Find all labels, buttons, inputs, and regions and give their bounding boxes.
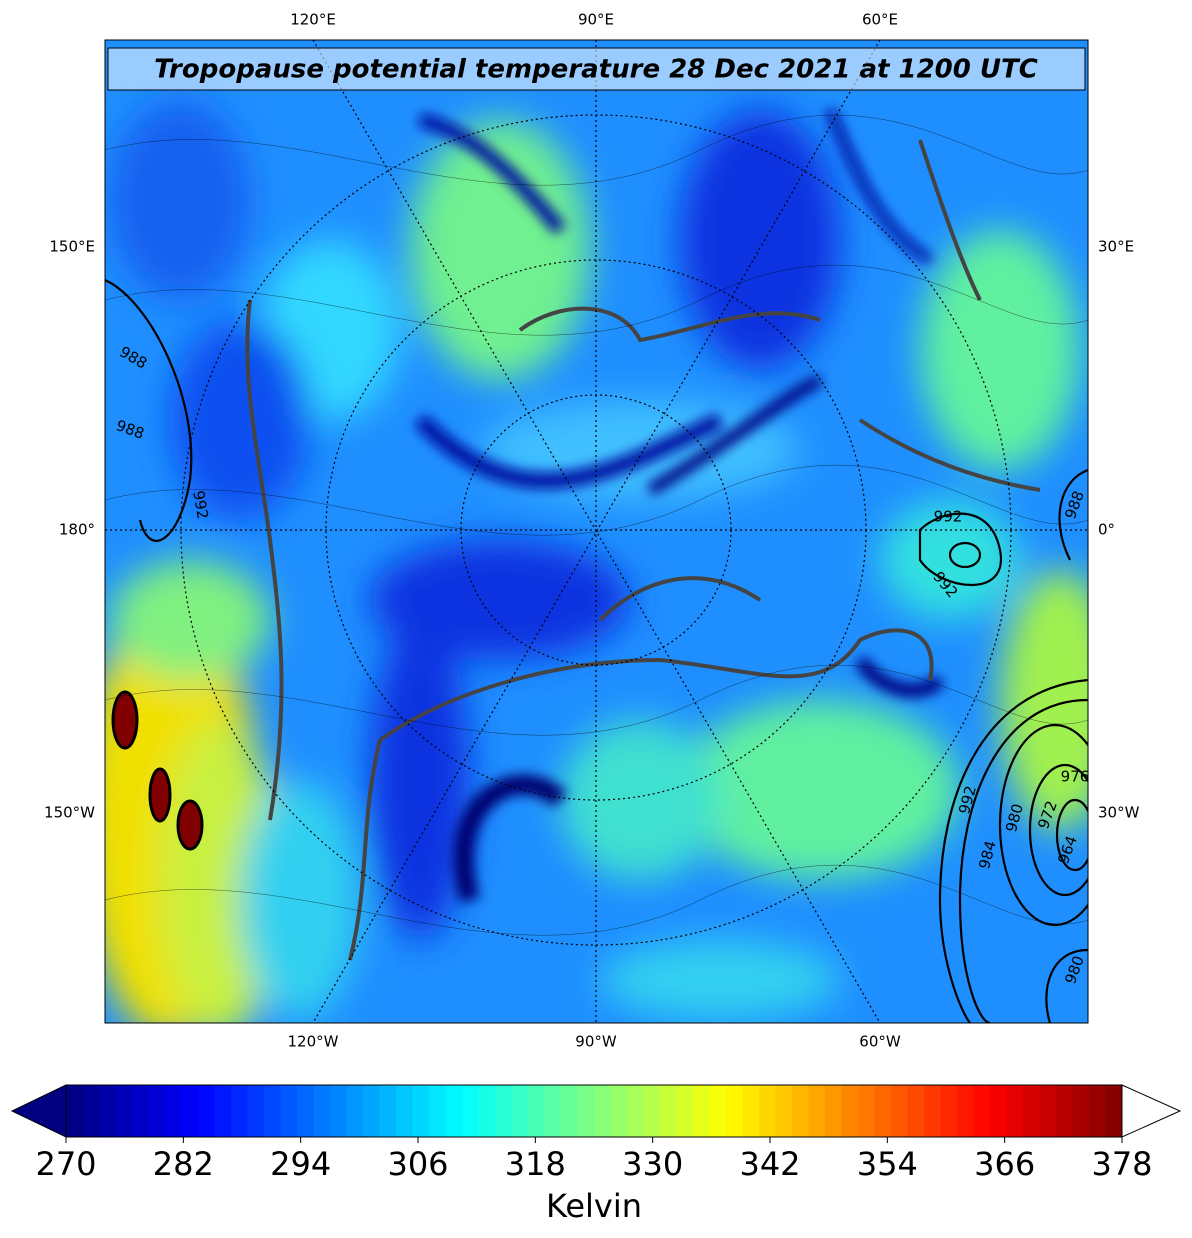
colorbar-band [561,1085,579,1137]
colorbar-band [693,1085,711,1137]
colorbar-band [825,1085,843,1137]
colorbar-band [676,1085,694,1137]
contour-label: 992 [934,508,963,526]
colorbar-band [874,1085,892,1137]
colorbar-tick-label: 366 [974,1145,1035,1183]
colorbar-tick-label: 354 [857,1145,918,1183]
colorbar-band [858,1085,876,1137]
colorbar-band [1056,1085,1074,1137]
colorbar-band [478,1085,496,1137]
colorbar-band [594,1085,612,1137]
colorbar-band [709,1085,727,1137]
colorbar-band [82,1085,100,1137]
colorbar-band [544,1085,562,1137]
colorbar-band [577,1085,595,1137]
colorbar-band [198,1085,216,1137]
colorbar-band [231,1085,249,1137]
colorbar-band [264,1085,282,1137]
map [105,40,1088,1023]
lon-label: 150°E [49,238,95,256]
title-box [107,47,1086,91]
colorbar-band [891,1085,909,1137]
colorbar-band [165,1085,183,1137]
colorbar-extend [1121,1084,1182,1138]
colorbar-band [990,1085,1008,1137]
lon-label: 120°W [288,1033,339,1051]
lon-label: 90°E [578,11,614,29]
colorbar-band [181,1085,199,1137]
colorbar-tick-label: 270 [35,1145,96,1183]
colorbar-band [462,1085,480,1137]
colorbar-band [1105,1085,1123,1137]
colorbar-band [115,1085,133,1137]
colorbar-band [1039,1085,1057,1137]
contour-label: 992 [189,489,212,520]
lon-label: 30°W [1098,804,1140,822]
colorbar-band [907,1085,925,1137]
colorbar-band [511,1085,529,1137]
colorbar-band [660,1085,678,1137]
colorbar-band [1072,1085,1090,1137]
colorbar-band [1023,1085,1041,1137]
colorbar-band [973,1085,991,1137]
colorbar-band [610,1085,628,1137]
lon-label: 60°E [862,11,898,29]
lon-label: 150°W [44,804,95,822]
colorbar-band [1006,1085,1024,1137]
colorbar-band [346,1085,364,1137]
title: Tropopause potential temperature 28 Dec … [154,55,1038,85]
contour-label: 976 [1061,768,1090,786]
colorbar-band [940,1085,958,1137]
colorbar-band [495,1085,513,1137]
colorbar-band [148,1085,166,1137]
colorbar-band [412,1085,430,1137]
colorbar-frame [65,1084,1123,1138]
colorbar-band [792,1085,810,1137]
colorbar-band [363,1085,381,1137]
colorbar-band [924,1085,942,1137]
colorbar-band [742,1085,760,1137]
colorbar-tick-label: 378 [1091,1145,1152,1183]
colorbar-band [280,1085,298,1137]
colorbar-band [775,1085,793,1137]
colorbar-band [132,1085,150,1137]
lon-label: 0° [1098,521,1115,539]
colorbar-tick-label: 318 [505,1145,566,1183]
colorbar-band [643,1085,661,1137]
colorbar-band [957,1085,975,1137]
lon-label: 60°W [859,1033,901,1051]
colorbar-tick-label: 342 [739,1145,800,1183]
colorbar-band [313,1085,331,1137]
colorbar-label: Kelvin [546,1187,642,1225]
colorbar-band [379,1085,397,1137]
colorbar-band [247,1085,265,1137]
colorbar-band [726,1085,744,1137]
colorbar-band [528,1085,546,1137]
colorbar-tick-label: 294 [270,1145,331,1183]
lon-label: 30°E [1098,238,1134,256]
colorbar-band [1089,1085,1107,1137]
colorbar-band [214,1085,232,1137]
colorbar-band [330,1085,348,1137]
lon-label: 90°W [575,1033,617,1051]
lon-label: 180° [59,521,95,539]
colorbar-band [841,1085,859,1137]
colorbar-band [627,1085,645,1137]
colorbar-tick-label: 282 [153,1145,214,1183]
colorbar-band [99,1085,117,1137]
colorbar-band [808,1085,826,1137]
map-frame [104,39,1089,1024]
colorbar-band [297,1085,315,1137]
colorbar-tick-label: 330 [622,1145,683,1183]
colorbar-band [429,1085,447,1137]
lon-label: 120°E [290,11,336,29]
colorbar-extend [10,1084,67,1138]
colorbar-band [66,1085,84,1137]
colorbar-tick-label: 306 [387,1145,448,1183]
colorbar-band [759,1085,777,1137]
colorbar-band [396,1085,414,1137]
colorbar-band [445,1085,463,1137]
